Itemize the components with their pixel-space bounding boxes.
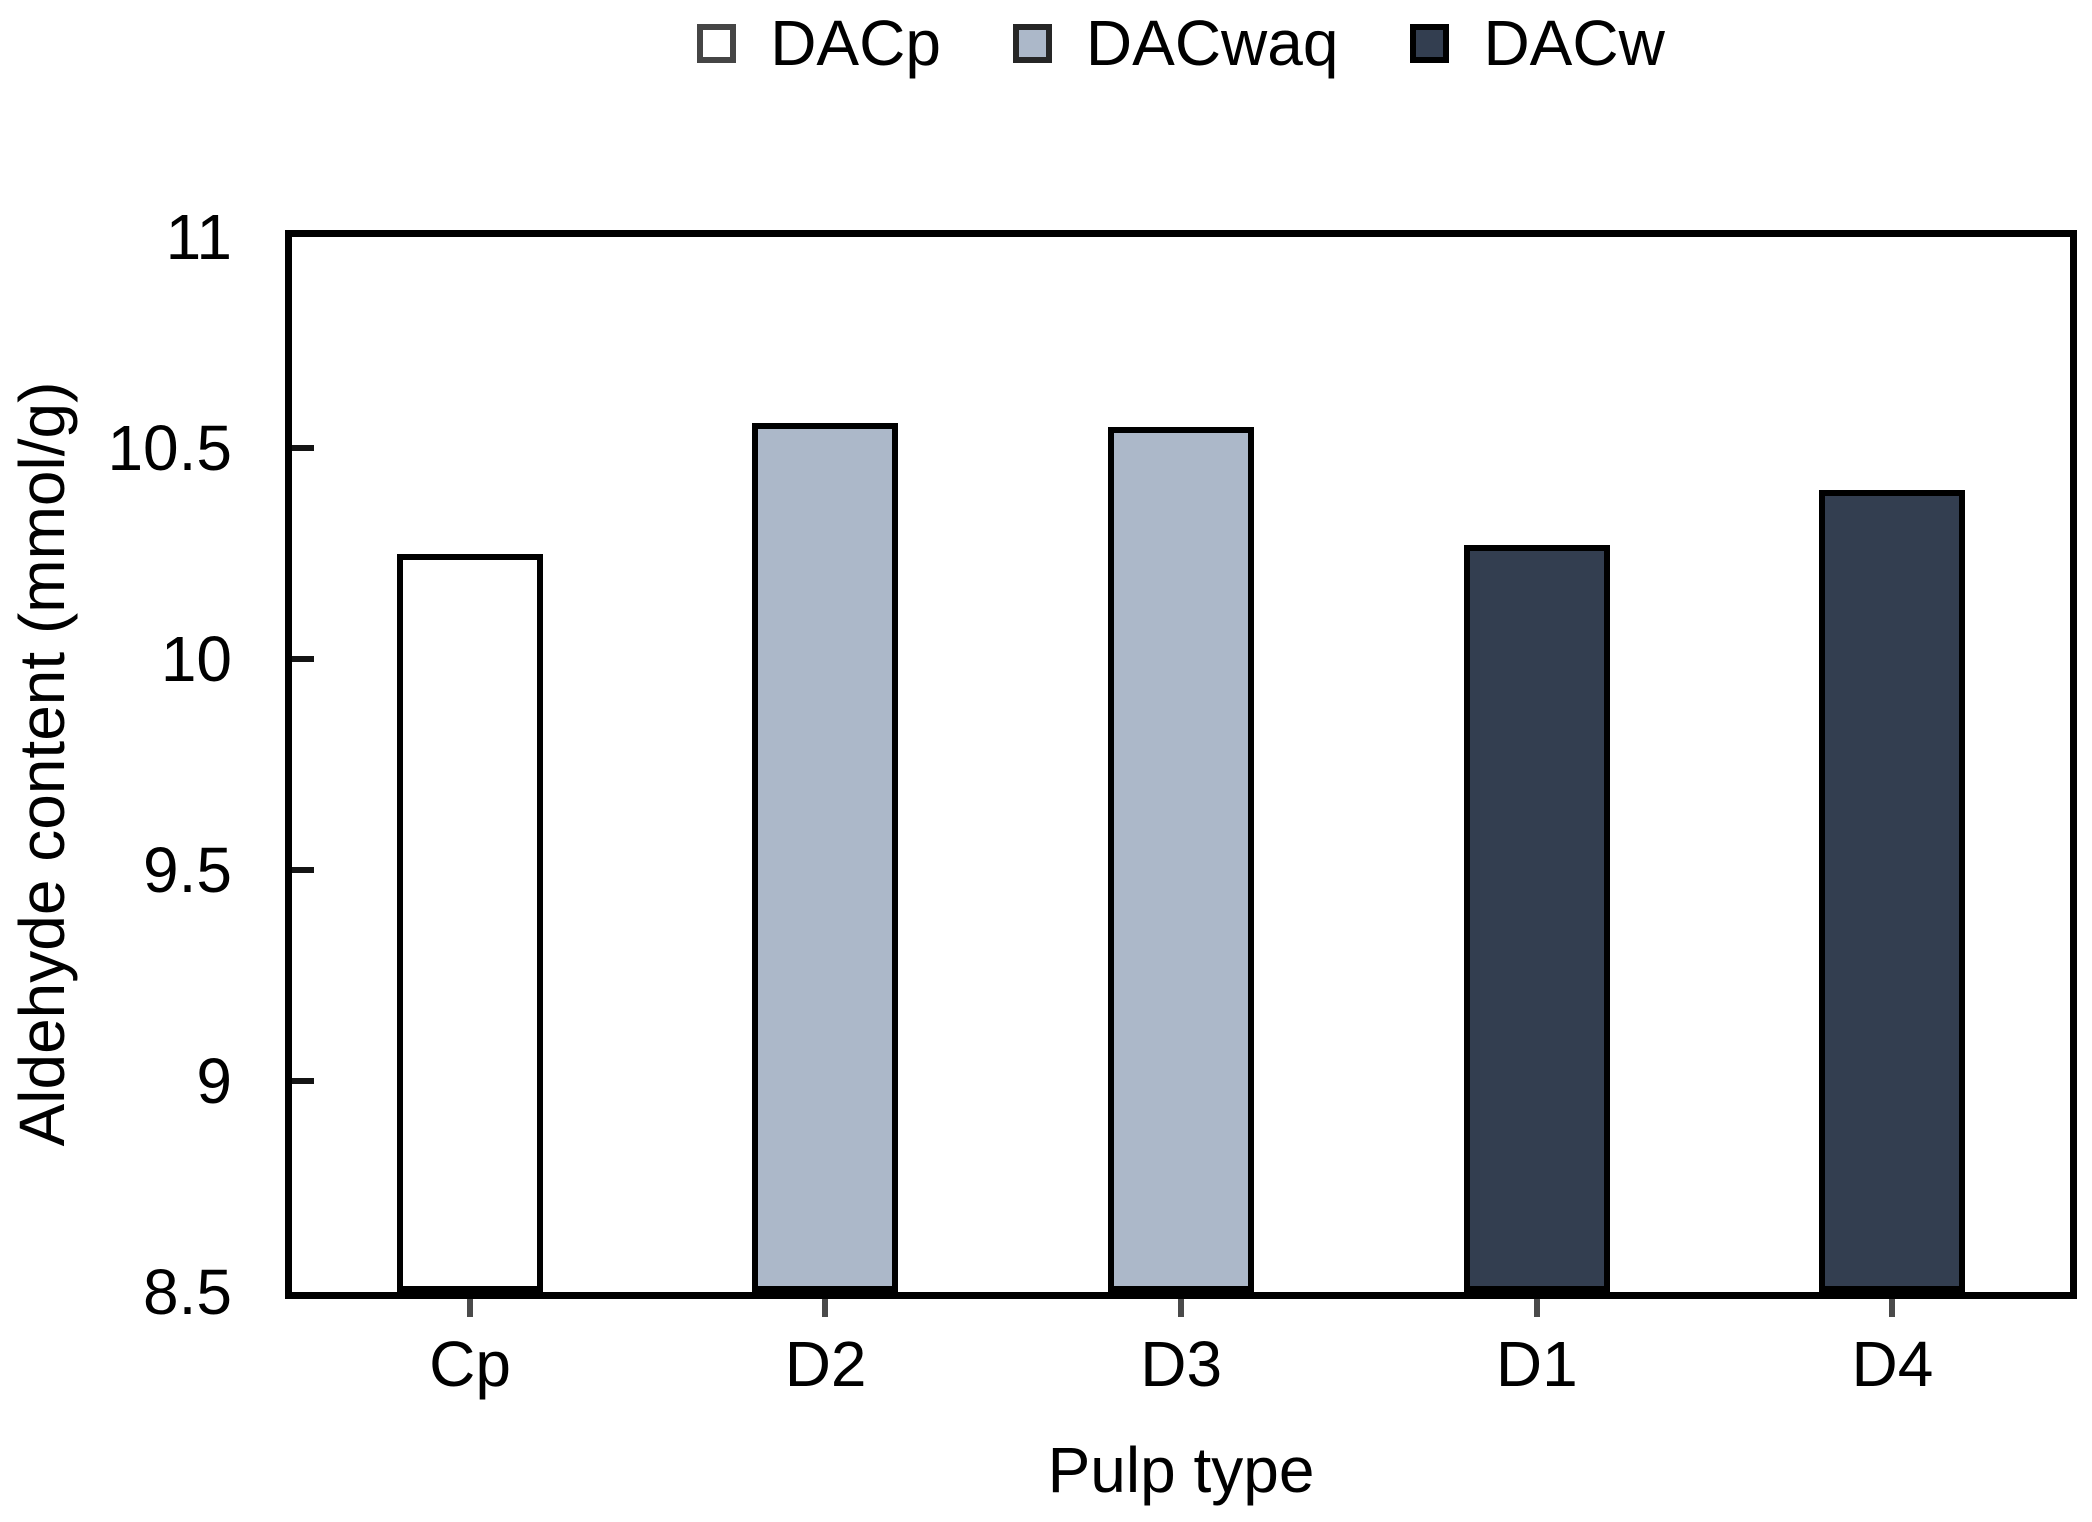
y-tick-label: 10 xyxy=(160,623,232,695)
legend-item-dacwaq: DACwaq xyxy=(1012,6,1339,80)
x-axis-tick xyxy=(822,1299,829,1317)
bar-d3 xyxy=(1108,426,1254,1292)
legend-swatch-icon xyxy=(1012,23,1052,63)
legend-item-dacp: DACp xyxy=(697,6,941,80)
legend-item-dacw: DACw xyxy=(1410,6,1665,80)
y-axis-tick xyxy=(292,1078,314,1084)
plot-area xyxy=(285,230,2077,1299)
y-tick-label: 9 xyxy=(196,1045,232,1117)
legend: DACp DACwaq DACw xyxy=(292,6,2070,80)
legend-label: DACwaq xyxy=(1085,7,1339,79)
legend-swatch-icon xyxy=(1410,23,1450,63)
y-tick-label: 11 xyxy=(165,201,232,273)
y-axis-tick xyxy=(292,656,314,662)
y-tick-label: 8.5 xyxy=(143,1256,232,1328)
y-axis-tick xyxy=(292,867,314,873)
legend-label: DACw xyxy=(1483,7,1665,79)
x-axis-tick xyxy=(1889,1299,1896,1317)
bar-d2 xyxy=(752,422,899,1292)
y-tick-label: 10.5 xyxy=(107,412,232,484)
x-axis-tick xyxy=(1178,1299,1184,1317)
y-axis-tick xyxy=(292,445,314,451)
x-tick-label: D3 xyxy=(1140,1328,1223,1400)
x-tick-label: Cp xyxy=(429,1328,511,1400)
x-axis-tick xyxy=(1533,1299,1540,1317)
bar-d4 xyxy=(1819,490,1966,1292)
legend-swatch-icon xyxy=(697,23,737,63)
x-axis-title: Pulp type xyxy=(1047,1434,1315,1506)
x-tick-label: D1 xyxy=(1495,1328,1578,1400)
y-axis-title: Aldehyde content (mmol/g) xyxy=(6,381,78,1147)
x-tick-label: D2 xyxy=(784,1328,867,1400)
y-tick-label: 9.5 xyxy=(143,834,232,906)
bar-d1 xyxy=(1463,545,1610,1292)
bar-cp xyxy=(396,553,543,1292)
x-axis-tick xyxy=(466,1299,473,1317)
x-tick-label: D4 xyxy=(1851,1328,1934,1400)
legend-label: DACp xyxy=(770,7,941,79)
